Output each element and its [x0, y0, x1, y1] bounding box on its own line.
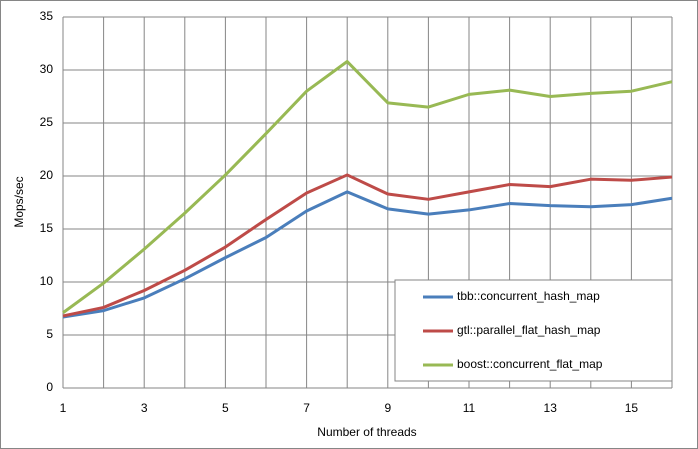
x-axis-label: Number of threads [317, 425, 416, 439]
legend-label: tbb::concurrent_hash_map [457, 289, 600, 303]
y-axis-label: Mops/sec [12, 176, 26, 227]
y-tick-label: 5 [46, 327, 53, 341]
y-tick-label: 15 [40, 221, 54, 235]
x-tick-label: 11 [463, 401, 476, 415]
x-tick-label: 9 [384, 401, 391, 415]
y-tick-label: 10 [40, 274, 54, 288]
x-tick-label: 3 [141, 401, 148, 415]
x-tick-label: 1 [60, 401, 67, 415]
x-tick-label: 5 [222, 401, 229, 415]
y-tick-label: 0 [46, 380, 53, 394]
y-tick-label: 20 [40, 168, 54, 182]
y-tick-label: 30 [40, 62, 54, 76]
y-tick-label: 35 [40, 9, 54, 23]
series-line [62, 60, 673, 314]
legend-label: gtl::parallel_flat_hash_map [457, 323, 601, 337]
x-tick-label: 15 [625, 401, 639, 415]
x-tick-label: 7 [303, 401, 310, 415]
series-line [62, 173, 673, 318]
series-line [62, 190, 673, 319]
x-tick-label: 13 [544, 401, 558, 415]
legend-label: boost::concurrent_flat_map [457, 357, 603, 371]
y-tick-label: 25 [40, 115, 54, 129]
